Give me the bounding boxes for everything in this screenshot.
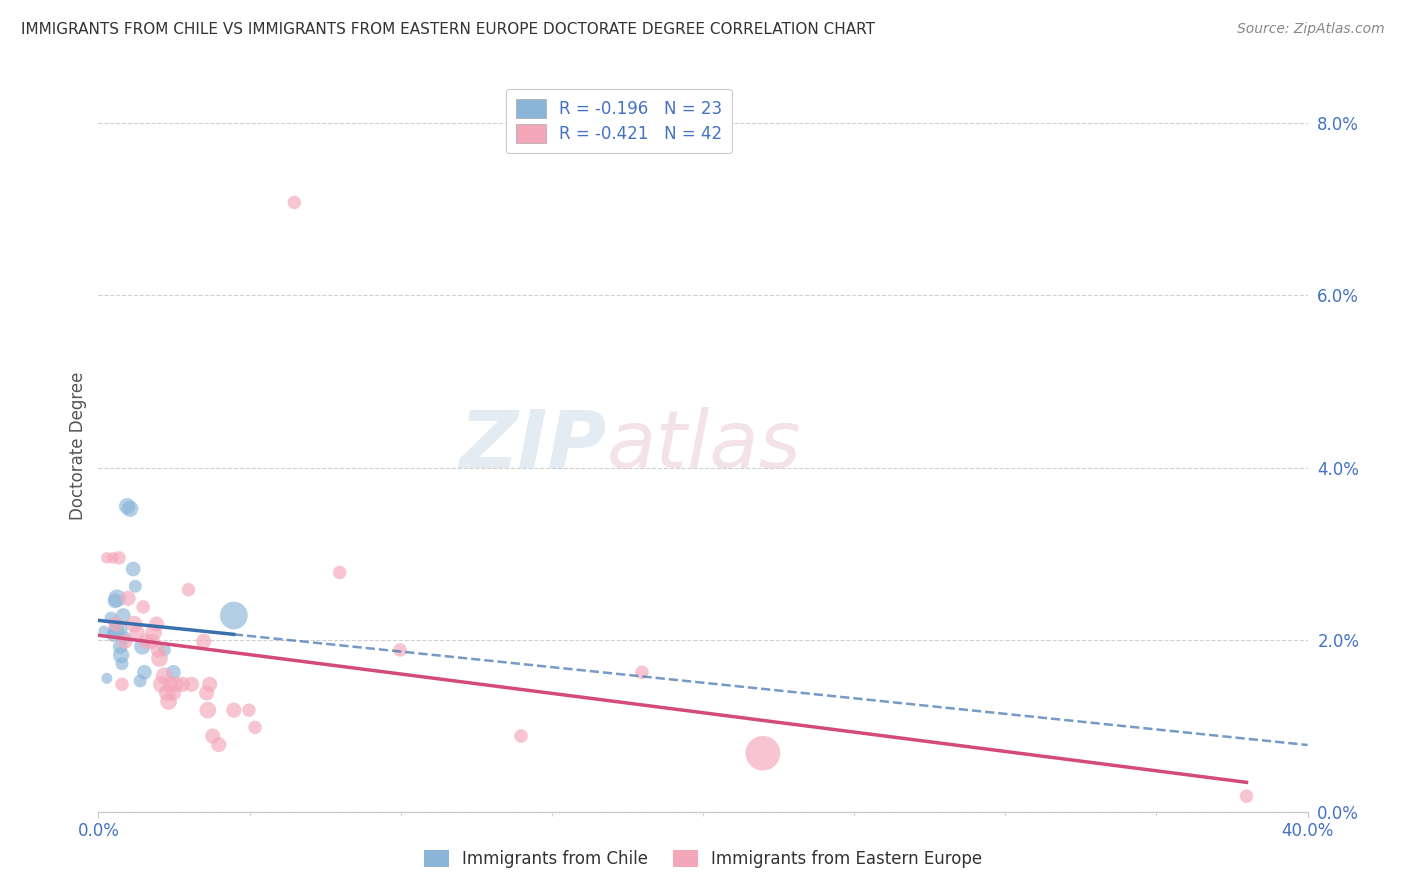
Point xyxy=(1236,789,1258,804)
Point xyxy=(104,594,127,608)
Point xyxy=(108,550,131,565)
Point xyxy=(150,677,173,691)
Point xyxy=(510,729,533,743)
Point xyxy=(752,746,775,760)
Point xyxy=(222,608,245,623)
Point xyxy=(114,631,136,645)
Text: IMMIGRANTS FROM CHILE VS IMMIGRANTS FROM EASTERN EUROPE DOCTORATE DEGREE CORRELA: IMMIGRANTS FROM CHILE VS IMMIGRANTS FROM… xyxy=(21,22,875,37)
Text: Source: ZipAtlas.com: Source: ZipAtlas.com xyxy=(1237,22,1385,37)
Point xyxy=(134,665,156,680)
Point xyxy=(201,729,224,743)
Point xyxy=(132,599,155,614)
Point xyxy=(177,582,200,597)
Point xyxy=(148,643,170,657)
Point xyxy=(283,195,305,210)
Point xyxy=(142,625,165,640)
Point xyxy=(124,579,146,593)
Point xyxy=(195,686,218,700)
Point xyxy=(115,500,138,514)
Y-axis label: Doctorate Degree: Doctorate Degree xyxy=(69,372,87,520)
Point xyxy=(631,665,654,680)
Point xyxy=(197,703,219,717)
Text: atlas: atlas xyxy=(606,407,801,485)
Point xyxy=(159,677,181,691)
Point xyxy=(172,677,194,691)
Point xyxy=(135,634,157,648)
Point xyxy=(222,703,245,717)
Point xyxy=(100,611,122,625)
Point xyxy=(127,625,149,640)
Point xyxy=(145,617,167,632)
Point xyxy=(93,624,115,638)
Point xyxy=(153,643,176,657)
Point xyxy=(112,608,135,623)
Point xyxy=(131,640,153,654)
Point xyxy=(193,634,215,648)
Point xyxy=(208,738,231,752)
Point xyxy=(120,501,142,516)
Legend: Immigrants from Chile, Immigrants from Eastern Europe: Immigrants from Chile, Immigrants from E… xyxy=(415,842,991,877)
Point xyxy=(165,677,187,691)
Point xyxy=(114,634,136,648)
Point xyxy=(101,628,124,642)
Point xyxy=(198,677,221,691)
Point xyxy=(104,617,127,632)
Point xyxy=(108,640,131,654)
Point xyxy=(141,634,163,648)
Point xyxy=(122,617,145,632)
Point xyxy=(107,622,129,636)
Point xyxy=(96,550,118,565)
Point xyxy=(111,677,134,691)
Point xyxy=(243,720,266,734)
Point xyxy=(157,695,180,709)
Point xyxy=(105,591,128,606)
Point xyxy=(148,651,170,665)
Point xyxy=(110,648,132,662)
Point xyxy=(153,669,176,683)
Point xyxy=(162,686,184,700)
Point xyxy=(117,591,139,606)
Point xyxy=(156,686,179,700)
Point xyxy=(180,677,202,691)
Point xyxy=(162,665,184,680)
Point xyxy=(96,671,118,685)
Point xyxy=(101,550,124,565)
Point xyxy=(238,703,260,717)
Point xyxy=(129,673,152,688)
Point xyxy=(122,562,145,576)
Text: ZIP: ZIP xyxy=(458,407,606,485)
Point xyxy=(389,643,412,657)
Point xyxy=(111,657,134,671)
Point xyxy=(104,624,127,638)
Point xyxy=(329,566,352,580)
